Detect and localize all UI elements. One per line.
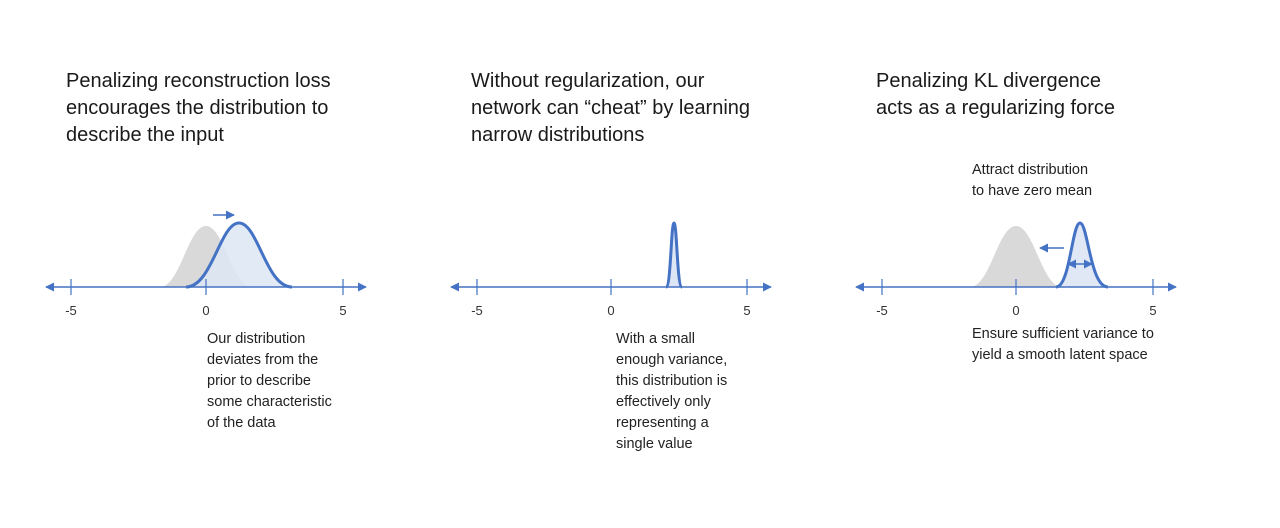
tick-label: 0 — [607, 303, 615, 318]
tick-label: -5 — [471, 303, 483, 318]
panel-1-caption: Our distribution deviates from the prior… — [207, 331, 332, 431]
posterior-curve — [1055, 221, 1109, 289]
tick-label: -5 — [65, 303, 77, 318]
panel-3-plot — [855, 221, 1177, 295]
posterior-fill — [186, 223, 292, 287]
panel-1-title: Penalizing reconstruction loss encourage… — [66, 70, 331, 146]
panel-2-caption: With a small enough variance, this distr… — [616, 331, 728, 452]
panel-3-caption: Ensure sufficient variance to yield a sm… — [972, 326, 1154, 363]
zero-mean-annotation: Attract distribution to have zero mean — [972, 162, 1093, 199]
panel-2-title: Without regularization, our network can … — [471, 70, 751, 146]
panel-3-title: Penalizing KL divergence acts as a regul… — [876, 70, 1116, 119]
posterior-curve — [185, 221, 293, 289]
tick-label: -5 — [876, 303, 888, 318]
tick-label: 5 — [1149, 303, 1157, 318]
panel-1-plot — [45, 210, 367, 295]
tick-label: 5 — [339, 303, 347, 318]
tick-label: 0 — [202, 303, 210, 318]
tick-label: 0 — [1012, 303, 1020, 318]
narrow-distribution-curve — [664, 221, 684, 289]
prior-distribution — [970, 226, 1062, 287]
posterior-fill — [1056, 223, 1108, 287]
panel-2-plot — [450, 221, 772, 295]
tick-label: 5 — [743, 303, 751, 318]
